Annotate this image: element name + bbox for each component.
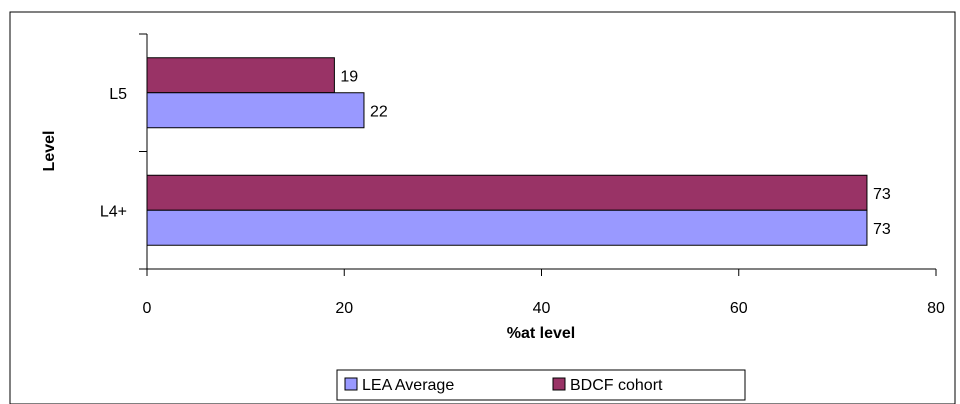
y-tick-label-l5: L5	[109, 86, 127, 103]
bar-lea-average-l4	[146, 209, 868, 246]
bar-bdcf-cohort-l5	[146, 57, 335, 94]
data-label-bdcf-cohort-l5: 19	[340, 68, 358, 85]
y-ticks-layer: L5 L4+	[100, 33, 147, 270]
x-tick-label-20: 20	[335, 300, 353, 317]
y-axis-title: Level	[41, 131, 58, 172]
legend-swatch-lea-average	[344, 377, 358, 391]
legend-label-bdcf-cohort: BDCF cohort	[570, 377, 663, 394]
data-label-lea-average-l5: 22	[370, 103, 388, 120]
y-tick-label-l4: L4+	[100, 203, 127, 220]
x-tick-label-0: 0	[143, 300, 152, 317]
x-tick-label-60: 60	[730, 300, 748, 317]
x-tick-label-40: 40	[533, 300, 551, 317]
data-label-bdcf-cohort-l4: 73	[873, 186, 891, 203]
data-labels-layer: 19 22 73 73	[340, 68, 890, 238]
legend-label-lea-average: LEA Average	[362, 377, 454, 394]
x-axis-title: %at level	[507, 325, 575, 342]
bars-layer	[146, 57, 868, 246]
x-tick-label-80: 80	[927, 300, 945, 317]
x-ticks-layer: 0 20 40 60 80	[143, 269, 945, 317]
legend-swatch-bdcf-cohort	[552, 377, 566, 391]
legend: LEA Average BDCF cohort	[336, 369, 746, 401]
bar-bdcf-cohort-l4	[146, 174, 868, 211]
legend-box	[336, 369, 746, 401]
data-label-lea-average-l4: 73	[873, 221, 891, 238]
bar-lea-average-l5	[146, 92, 365, 129]
